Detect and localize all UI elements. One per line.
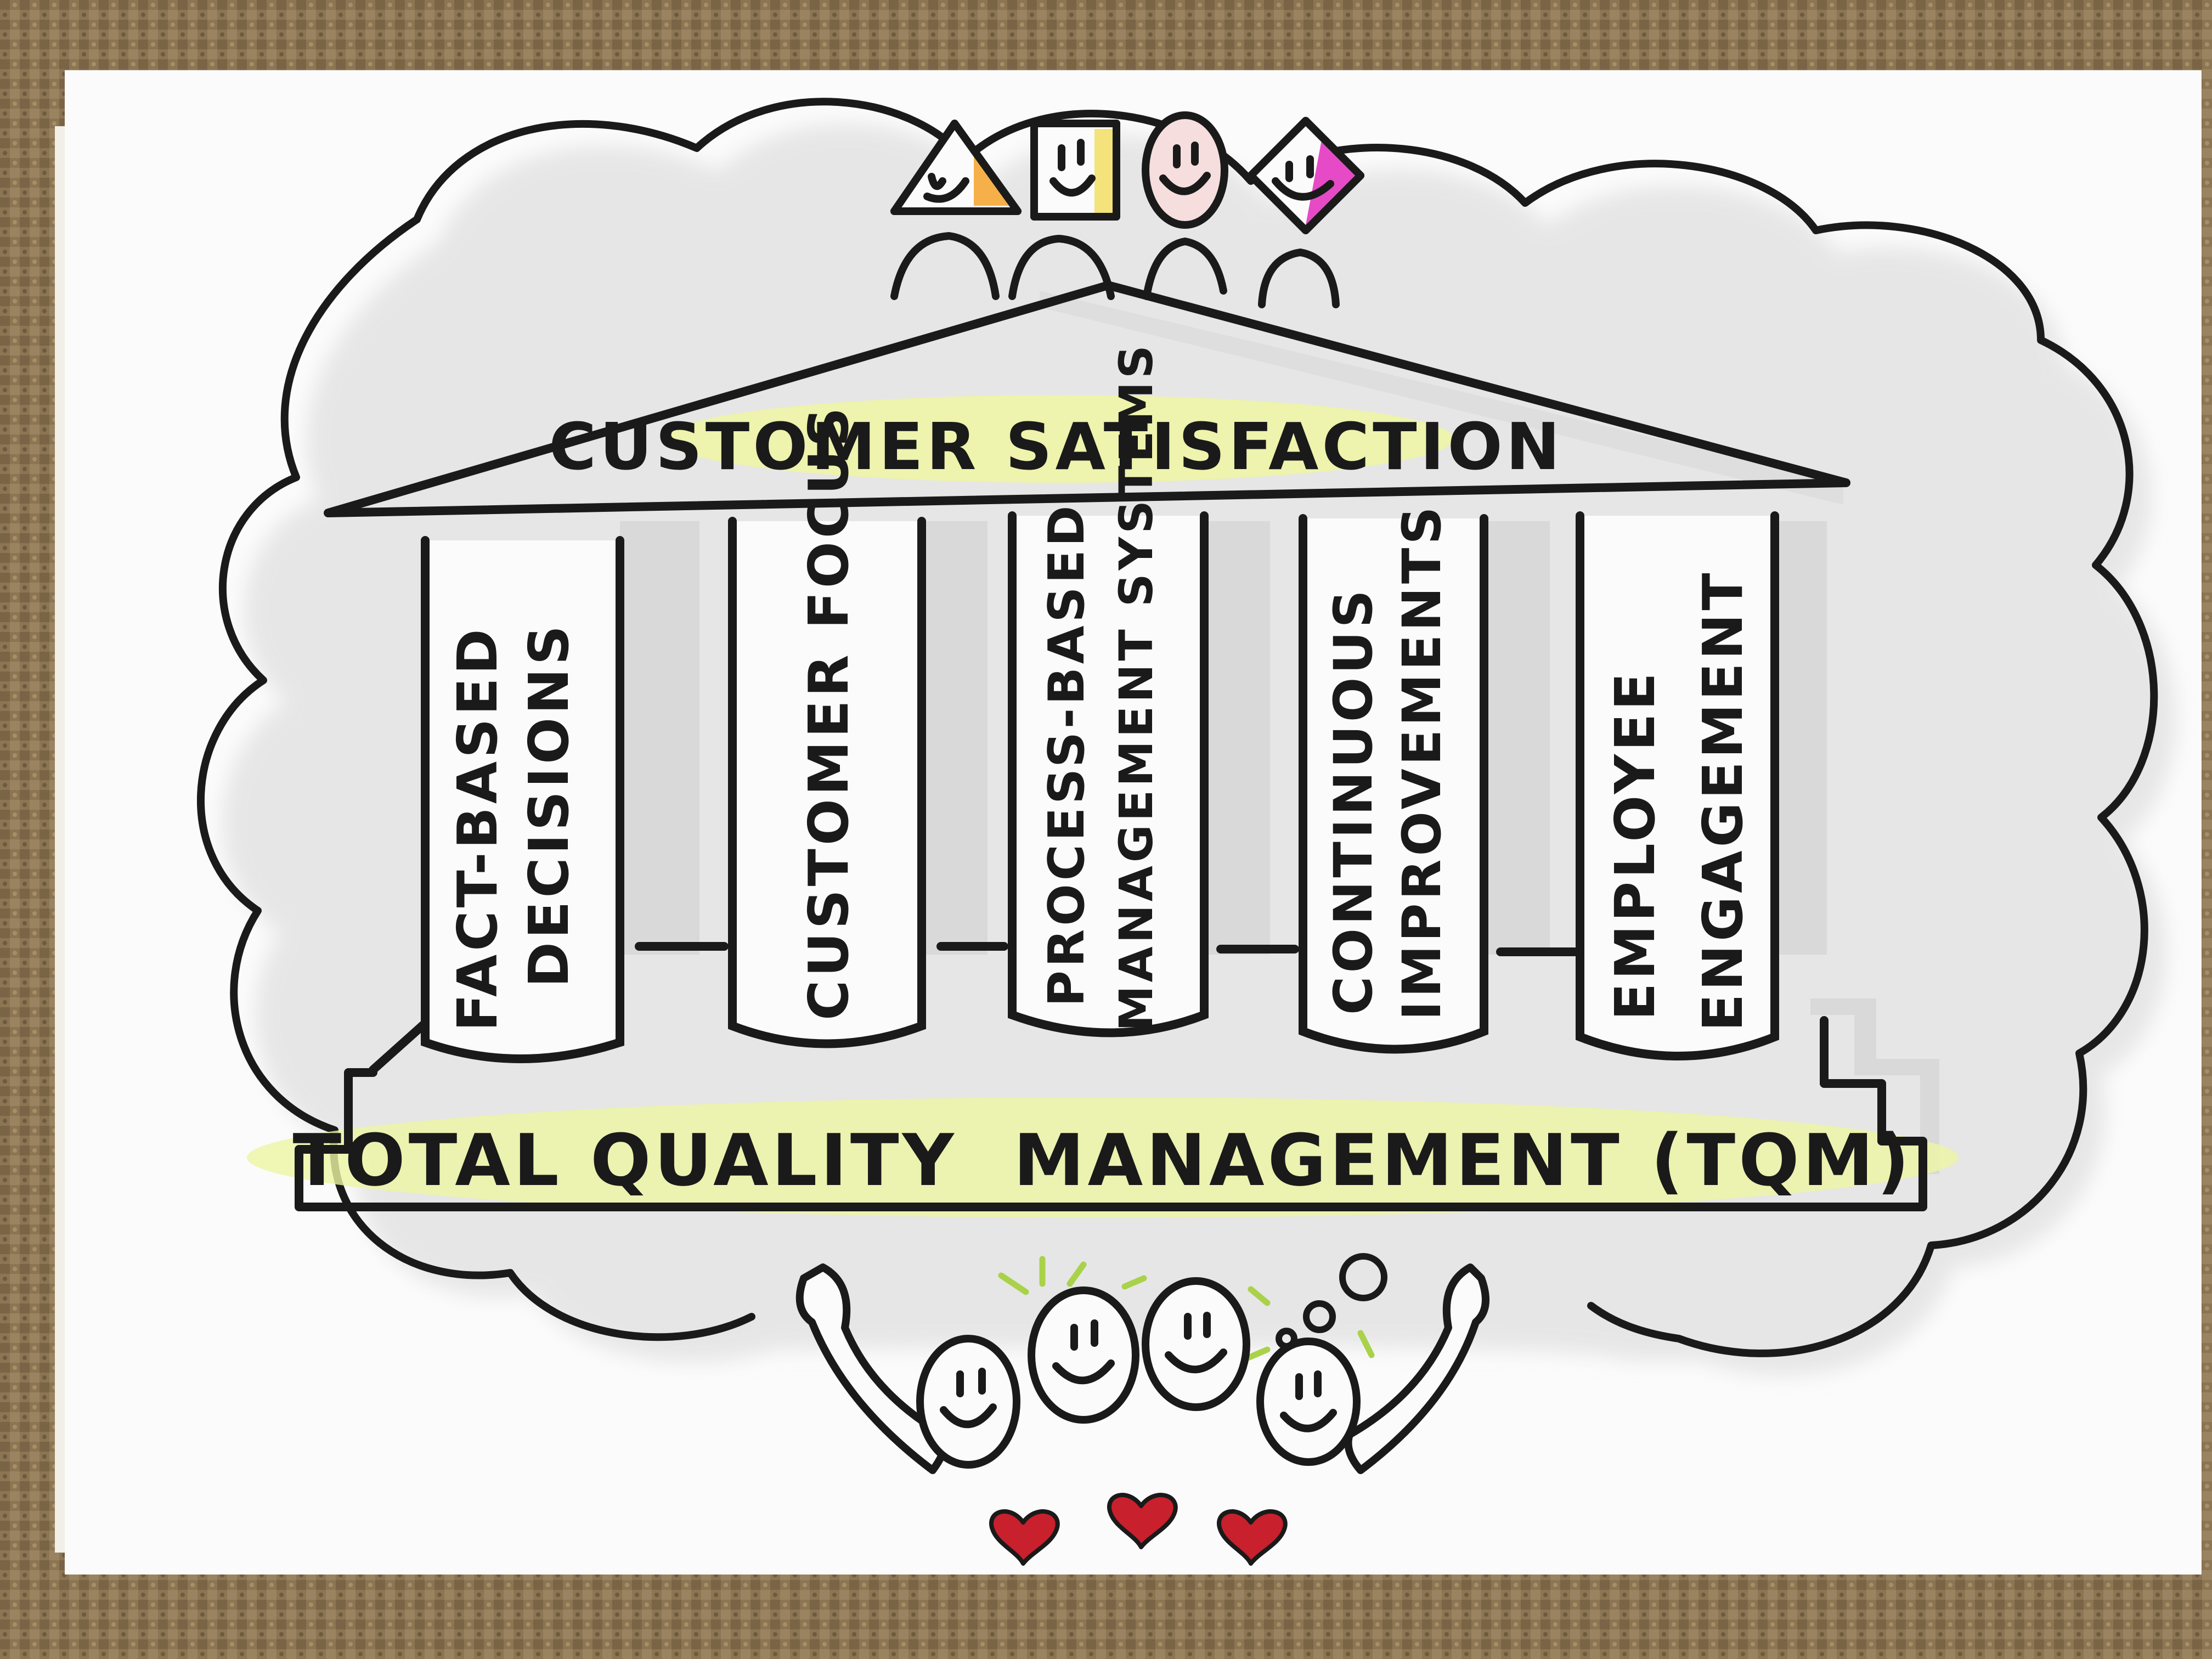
square-head-person-icon — [1008, 120, 1120, 300]
heart-icon — [989, 1509, 1060, 1566]
pillar-1 — [421, 536, 624, 1063]
pillar-4-label-line1: CONTINUOUS — [1323, 586, 1384, 1015]
bottom-crowd — [795, 1256, 1489, 1474]
roof-highlight — [664, 395, 1454, 483]
pillar-1-label-line1: FACT-BASED — [445, 625, 510, 1031]
heart-icon — [1107, 1493, 1178, 1549]
spark-lines — [998, 1256, 1375, 1410]
pillar-labels: FACT-BASED DECISIONS CUSTOMER FOCUS PROC… — [445, 342, 1755, 1031]
top-figures — [890, 111, 1364, 308]
pillar-3-label-line1: PROCESS-BASED — [1038, 502, 1096, 1007]
heart-icon — [1217, 1509, 1288, 1566]
temple-pillars — [421, 511, 1779, 1063]
pillar-3-label-line2: MANAGEMENT SYSTEMS — [1109, 342, 1163, 1031]
pillar-5-label-line1: EMPLOYEE — [1603, 669, 1667, 1020]
diamond-head-person-icon — [1247, 117, 1364, 308]
pillar-3 — [1008, 511, 1209, 1037]
pillar-5 — [1576, 511, 1779, 1060]
base-label: TOTAL QUALITY MANAGEMENT (TQM) — [293, 1119, 1913, 1202]
waving-arm-icon — [1344, 1263, 1489, 1474]
smiley-face-icon — [1028, 1286, 1139, 1424]
smiley-face-icon — [1142, 1277, 1250, 1411]
temple-base — [295, 1016, 1927, 1211]
base-highlight — [247, 1097, 1959, 1218]
pillar-5-label-line2: ENGAGEMENT — [1691, 569, 1755, 1031]
smiley-face-icon — [916, 1335, 1020, 1469]
pillar-4 — [1299, 514, 1488, 1054]
pillar-4-label-line2: IMPROVEMENTS — [1391, 503, 1453, 1020]
temple-roof — [324, 281, 1850, 517]
pillar-1-label-line2: DECISIONS — [517, 622, 581, 988]
pillar-2 — [728, 517, 926, 1048]
smiley-face-icon — [1256, 1338, 1361, 1466]
triangle-head-person-icon — [890, 120, 1022, 300]
pillar-2-label-line1: CUSTOMER FOCUS — [797, 404, 861, 1020]
roof-label: CUSTOMER SATISFACTION — [549, 409, 1563, 484]
oval-head-person-icon — [1142, 111, 1228, 300]
pillar-connectors — [635, 942, 1579, 956]
pillar-shadows — [620, 291, 1939, 1174]
hearts — [989, 1493, 1288, 1566]
